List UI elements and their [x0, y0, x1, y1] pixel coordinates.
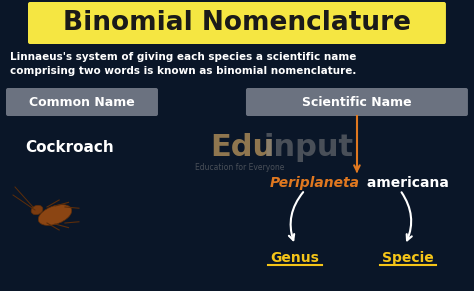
Text: Common Name: Common Name: [29, 95, 135, 109]
Text: Periplaneta: Periplaneta: [270, 176, 360, 190]
FancyBboxPatch shape: [6, 88, 158, 116]
Text: americana: americana: [362, 176, 449, 190]
Ellipse shape: [31, 205, 43, 215]
Text: Edu: Edu: [210, 134, 274, 162]
Text: Binomial Nomenclature: Binomial Nomenclature: [63, 10, 411, 36]
Text: Scientific Name: Scientific Name: [302, 95, 412, 109]
Text: Cockroach: Cockroach: [26, 141, 114, 155]
Text: Linnaeus's system of giving each species a scientific name
comprising two words : Linnaeus's system of giving each species…: [10, 52, 356, 76]
FancyBboxPatch shape: [246, 88, 468, 116]
Text: Education for Everyone: Education for Everyone: [195, 164, 284, 173]
FancyBboxPatch shape: [28, 2, 446, 44]
Text: input: input: [264, 134, 354, 162]
Ellipse shape: [38, 205, 72, 225]
Text: Genus: Genus: [271, 251, 319, 265]
Text: Specie: Specie: [382, 251, 434, 265]
